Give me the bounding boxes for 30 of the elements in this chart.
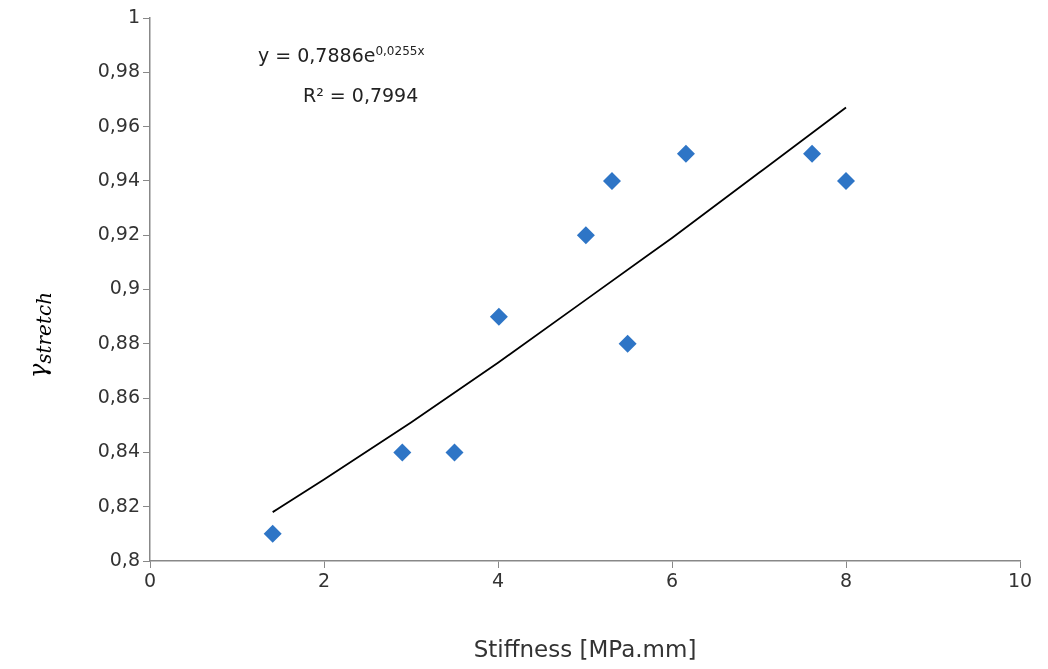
x-tick-label: 0 [143,569,157,592]
y-tick-label: 0,98 [97,59,140,82]
y-tick-label: 0,9 [109,276,140,299]
y-tick-label: 0,86 [97,385,140,408]
annotation: R² = 0,7994 [303,84,419,106]
x-axis-title: Stiffness [MPa.mm] [473,636,697,663]
y-tick-label: 0,96 [97,113,140,136]
y-tick-label: 0,8 [109,547,140,570]
point [602,171,621,190]
y-tick-label: 0,88 [97,330,140,353]
x-tick-label: 10 [1007,569,1033,592]
point [837,171,855,190]
x-tick-label: 8 [839,569,853,592]
point [445,443,464,462]
point [489,307,508,326]
point [393,443,412,462]
point [803,144,822,163]
y-tick-label: 1 [127,4,140,27]
y-tick-label: 0,84 [97,439,140,462]
point [676,144,695,163]
x-tick-label: 6 [665,569,679,592]
x-tick-label: 4 [491,569,505,592]
y-tick-label: 0,82 [97,493,140,516]
y-tick-label: 0,92 [97,222,140,245]
annotation: y = 0,7886e$^{0,0255x}$ [258,44,425,67]
point [576,226,595,245]
point [263,524,282,543]
point [618,334,637,353]
x-tick-label: 2 [317,569,331,592]
y-tick-label: 0,94 [97,167,140,190]
